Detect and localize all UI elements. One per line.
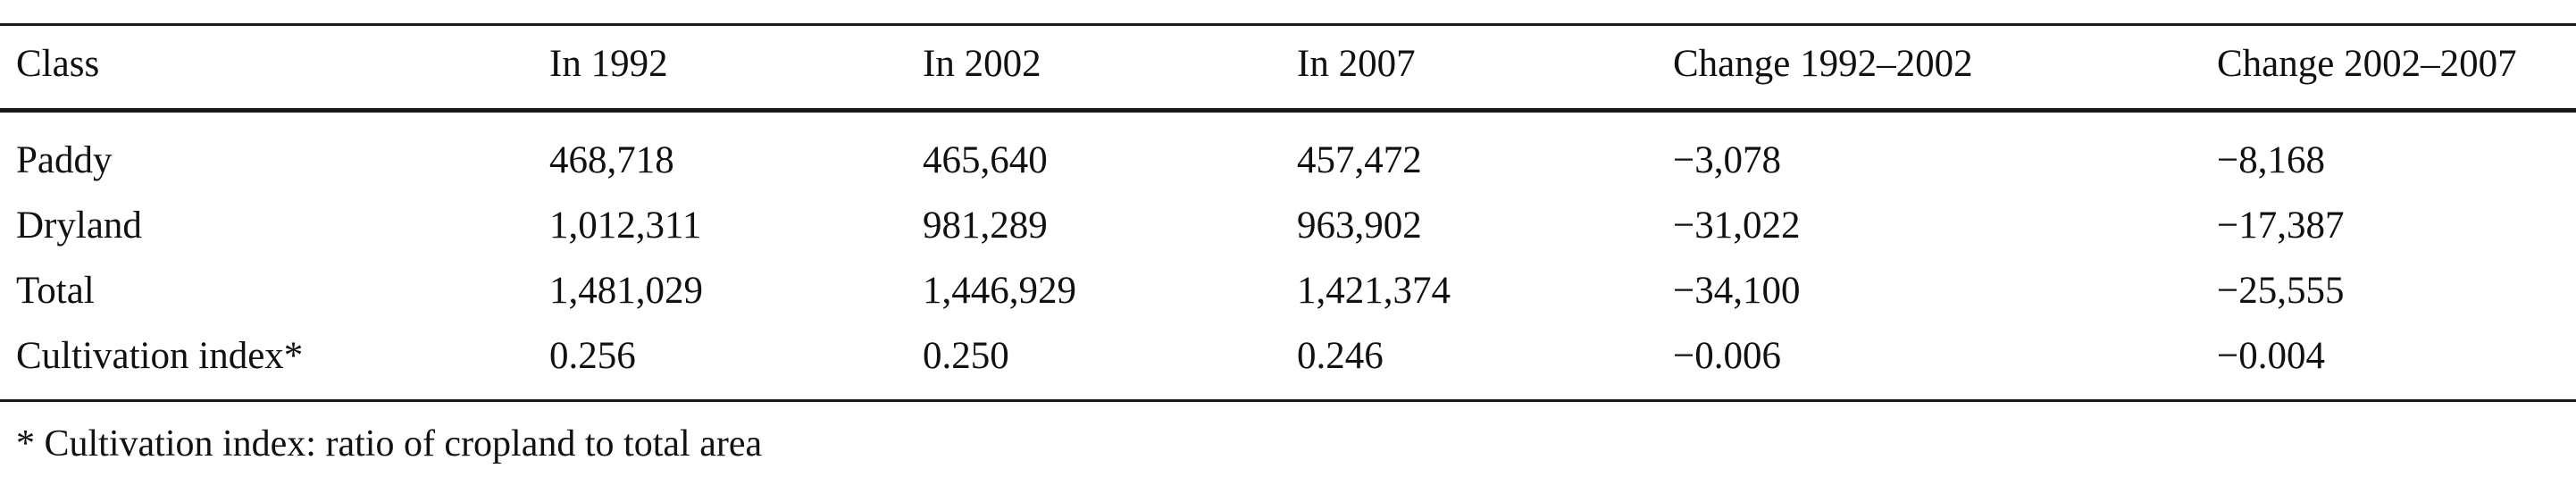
table-cell: −34,100 xyxy=(1673,270,1801,312)
header-class: Class xyxy=(16,43,100,85)
row-label: Total xyxy=(16,270,95,312)
table-cell: −31,022 xyxy=(1673,205,1801,247)
header-in-2002: In 2002 xyxy=(923,43,1041,85)
table-header-rule xyxy=(0,108,2576,113)
table-footnote: * Cultivation index: ratio of cropland t… xyxy=(16,423,763,464)
row-label: Dryland xyxy=(16,205,142,247)
table-cell: 0.246 xyxy=(1297,335,1384,377)
table-cell: −8,168 xyxy=(2217,139,2326,181)
table-cell: −0.006 xyxy=(1673,335,1782,377)
table-row: Dryland 1,012,311 981,289 963,902 −31,02… xyxy=(0,199,2576,253)
header-change-1992-2002: Change 1992–2002 xyxy=(1673,43,1973,85)
row-label: Paddy xyxy=(16,139,113,181)
row-label: Cultivation index* xyxy=(16,335,304,377)
table-cell: 963,902 xyxy=(1297,205,1422,247)
table-cell: 465,640 xyxy=(923,139,1048,181)
table-cell: 1,012,311 xyxy=(549,205,702,247)
table-cell: −17,387 xyxy=(2217,205,2345,247)
table-cell: −3,078 xyxy=(1673,139,1782,181)
table-cell: 468,718 xyxy=(549,139,674,181)
table-top-rule xyxy=(0,23,2576,26)
table-cell: 0.250 xyxy=(923,335,1009,377)
table-cell: −0.004 xyxy=(2217,335,2326,377)
table-row: Cultivation index* 0.256 0.250 0.246 −0.… xyxy=(0,330,2576,383)
table-cell: 1,446,929 xyxy=(923,270,1076,312)
table-cell: 1,421,374 xyxy=(1297,270,1451,312)
table-bottom-rule xyxy=(0,399,2576,402)
table-cell: 981,289 xyxy=(923,205,1048,247)
table-row: Paddy 468,718 465,640 457,472 −3,078 −8,… xyxy=(0,134,2576,188)
table-cell: 457,472 xyxy=(1297,139,1422,181)
header-in-1992: In 1992 xyxy=(549,43,668,85)
table-cell: −25,555 xyxy=(2217,270,2345,312)
table-header-row: Class In 1992 In 2002 In 2007 Change 199… xyxy=(0,38,2576,91)
header-in-2007: In 2007 xyxy=(1297,43,1416,85)
table-cell: 0.256 xyxy=(549,335,636,377)
table-row: Total 1,481,029 1,446,929 1,421,374 −34,… xyxy=(0,264,2576,318)
table-cell: 1,481,029 xyxy=(549,270,703,312)
header-change-2002-2007: Change 2002–2007 xyxy=(2217,43,2517,85)
